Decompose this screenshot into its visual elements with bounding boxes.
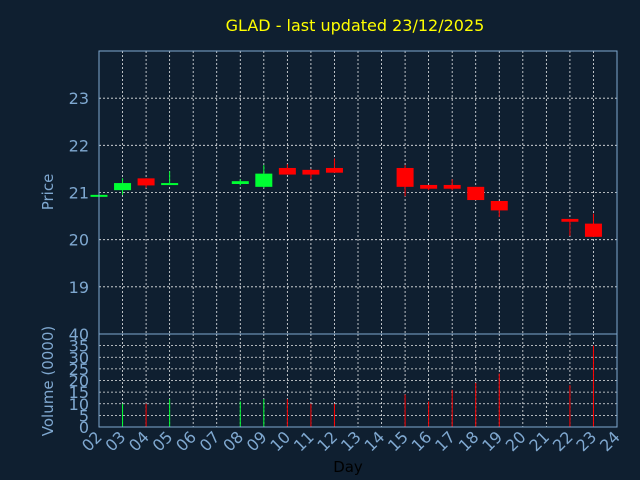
volume-bars	[122, 345, 594, 427]
volume-tick-label: 15	[69, 383, 89, 402]
price-tick-label: 23	[69, 89, 89, 108]
price-axis-label: Price	[39, 174, 57, 211]
x-tick-labels: 0203040506070809101112131415161718192021…	[78, 427, 624, 455]
price-tick-label: 21	[69, 184, 89, 203]
volume-tick-label: 40	[69, 325, 89, 344]
candle-body	[467, 186, 485, 201]
price-tick-label: 19	[69, 278, 89, 297]
x-axis-label: Day	[333, 458, 363, 476]
volume-tick-label: 35	[69, 337, 89, 356]
candles	[90, 158, 602, 237]
candle-body	[255, 173, 273, 187]
candle-body	[161, 183, 179, 186]
price-tick-label: 22	[69, 136, 89, 155]
volume-tick-label: 10	[69, 395, 89, 414]
candle-body	[137, 178, 155, 186]
volume-tick-label: 0	[79, 418, 89, 437]
candle-body	[231, 181, 249, 185]
volume-panel-frame	[98, 333, 618, 428]
volume-axis-label: Volume (0000)	[39, 326, 57, 436]
x-tick-label: 24	[596, 427, 624, 455]
chart-title: GLAD - last updated 23/12/2025	[226, 16, 485, 35]
candle-body	[584, 223, 602, 237]
volume-tick-label: 20	[69, 372, 89, 391]
candle-body	[302, 169, 320, 175]
candle-body	[561, 218, 579, 222]
volume-tick-label: 25	[69, 360, 89, 379]
candle-body	[443, 184, 461, 189]
candle-body	[114, 183, 132, 191]
grid-layer	[99, 51, 617, 427]
candle-body	[420, 184, 438, 189]
price-tick-label: 20	[69, 231, 89, 250]
volume-tick-label: 5	[79, 406, 89, 425]
candle-body	[490, 200, 508, 211]
volume-tick-label: 30	[69, 348, 89, 367]
candle-body	[278, 167, 296, 175]
price-tick-labels: 19 20 21 22 23	[69, 89, 89, 297]
candle-body	[396, 167, 414, 187]
candle-body	[325, 167, 343, 173]
